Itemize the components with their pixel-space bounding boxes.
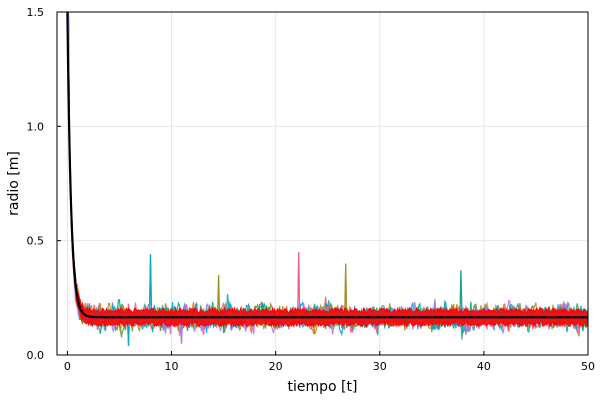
y-tick-label-3: 1.5 [27,6,45,19]
y-tick-label-2: 1.0 [27,120,45,133]
noise-series-8 [67,12,588,334]
y-axis-label: radio [m] [6,151,22,216]
plot-frame [56,11,589,356]
mean-series-line [66,12,588,319]
noise-series-3 [67,12,588,336]
noise-series-10 [67,12,588,346]
noise-series-2 [67,12,588,340]
x-tick-label-1: 10 [165,360,179,373]
noise-series-6 [67,12,588,344]
x-tick-label-0: 0 [64,360,71,373]
x-axis-ticks: 0 10 20 30 40 50 [64,351,595,373]
series-layer [66,12,588,346]
y-tick-label-1: 0.5 [27,235,45,248]
noise-series-11 [67,12,588,344]
noise-series-0 [67,12,588,337]
noise-series-7 [67,12,588,335]
x-tick-label-3: 30 [373,360,387,373]
x-tick-label-5: 50 [581,360,595,373]
y-tick-label-0: 0.0 [27,349,45,362]
noise-series-5 [67,12,588,346]
x-axis-label: tiempo [t] [288,379,358,395]
noise-series-9 [67,12,588,334]
x-tick-label-4: 40 [477,360,491,373]
y-axis-ticks: 0.0 0.5 1.0 1.5 [27,6,61,362]
noise-series-1 [67,12,588,335]
x-tick-label-2: 20 [269,360,283,373]
red-band-series [66,12,588,329]
noise-series-4 [67,12,588,337]
